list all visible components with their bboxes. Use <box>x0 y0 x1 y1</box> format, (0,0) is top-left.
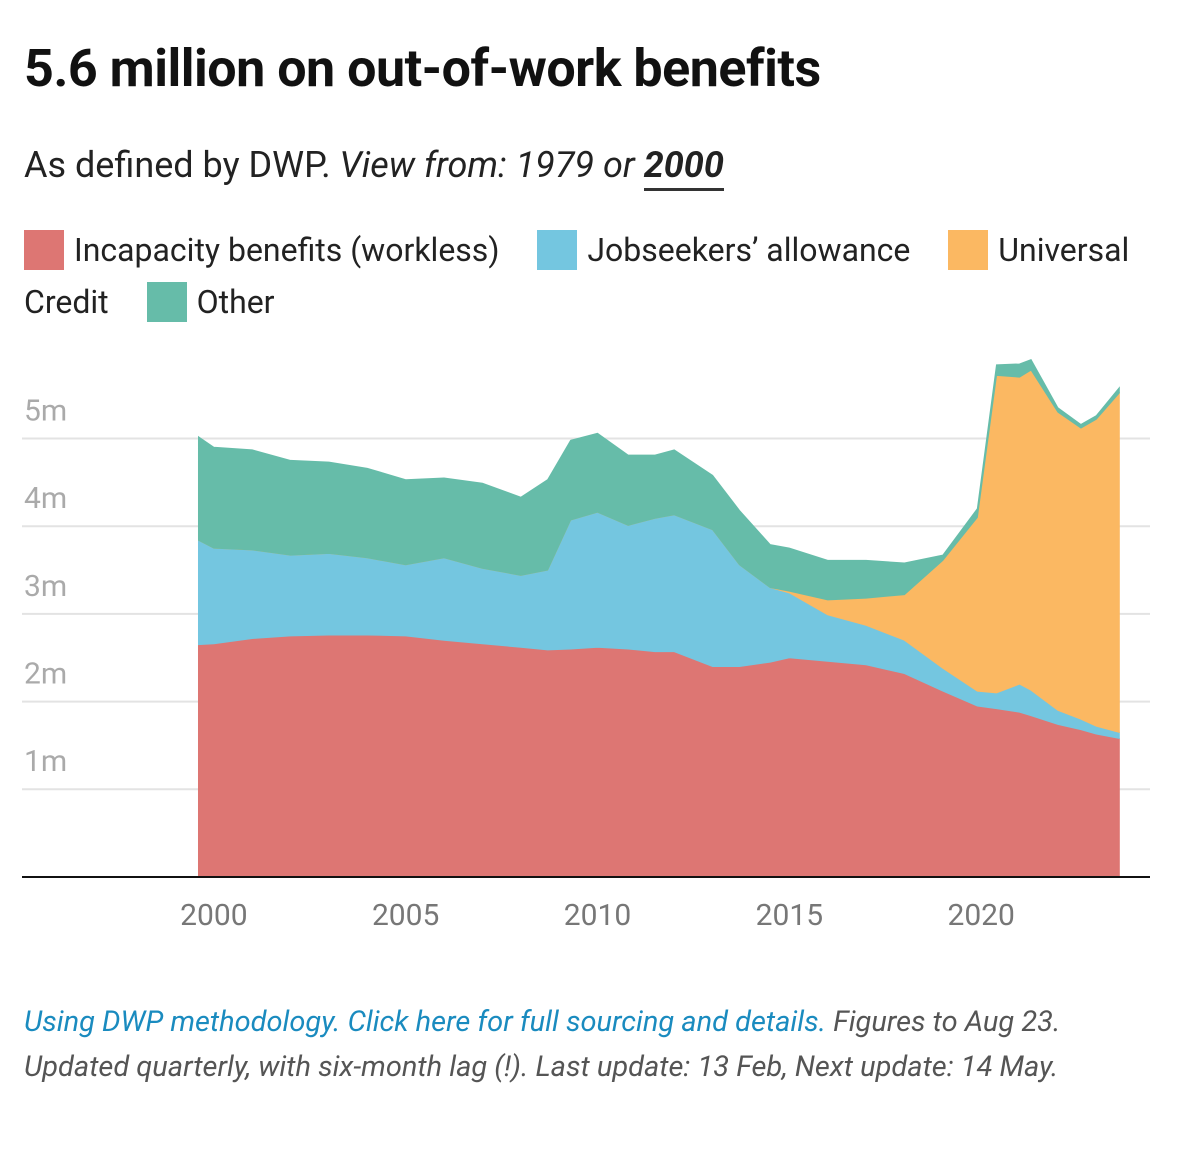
legend-item: Other <box>146 282 275 322</box>
legend: Incapacity benefits (workless) Jobseeker… <box>24 224 1164 328</box>
x-tick-label: 2015 <box>756 898 823 933</box>
y-tick-label: 4m <box>24 481 67 516</box>
x-tick-label: 2020 <box>947 898 1014 933</box>
chart-title: 5.6 million on out-of-work benefits <box>24 38 821 99</box>
subtitle-text: As defined by DWP. <box>24 144 331 186</box>
view-label: View from: <box>339 144 507 186</box>
area <box>197 358 1120 601</box>
legend-swatch <box>537 230 578 270</box>
source-link[interactable]: Using DWP methodology. Click here for fu… <box>24 1005 827 1039</box>
legend-label: Other <box>196 283 275 321</box>
legend-swatch <box>948 230 989 270</box>
x-tick-label: 2005 <box>372 898 439 933</box>
legend-item: Jobseekers’ allowance <box>537 230 911 270</box>
y-tick-label: 3m <box>24 569 67 604</box>
view-or: or <box>603 144 635 186</box>
y-tick-label: 5m <box>24 393 67 428</box>
view-option-selected[interactable]: 2000 <box>643 144 724 191</box>
legend-swatch <box>146 282 187 322</box>
legend-label: Incapacity benefits (workless) <box>74 231 500 269</box>
subtitle: As defined by DWP. View from: 1979 or 20… <box>24 144 724 191</box>
footer: Using DWP methodology. Click here for fu… <box>24 1000 1159 1090</box>
legend-item: Universal Credit <box>24 230 1130 321</box>
legend-label: Jobseekers’ allowance <box>587 231 911 269</box>
x-tick-label: 2010 <box>564 898 631 933</box>
view-option[interactable]: 1979 <box>515 144 595 186</box>
footer-note: Figures to Aug 23. Updated quarterly, wi… <box>24 1005 1061 1084</box>
y-tick-label: 1m <box>24 744 67 779</box>
legend-item: Incapacity benefits (workless) <box>24 230 500 270</box>
legend-label: Universal Credit <box>24 231 1130 321</box>
x-tick-label: 2000 <box>180 898 247 933</box>
y-tick-label: 2m <box>24 657 67 692</box>
legend-swatch <box>24 230 64 270</box>
